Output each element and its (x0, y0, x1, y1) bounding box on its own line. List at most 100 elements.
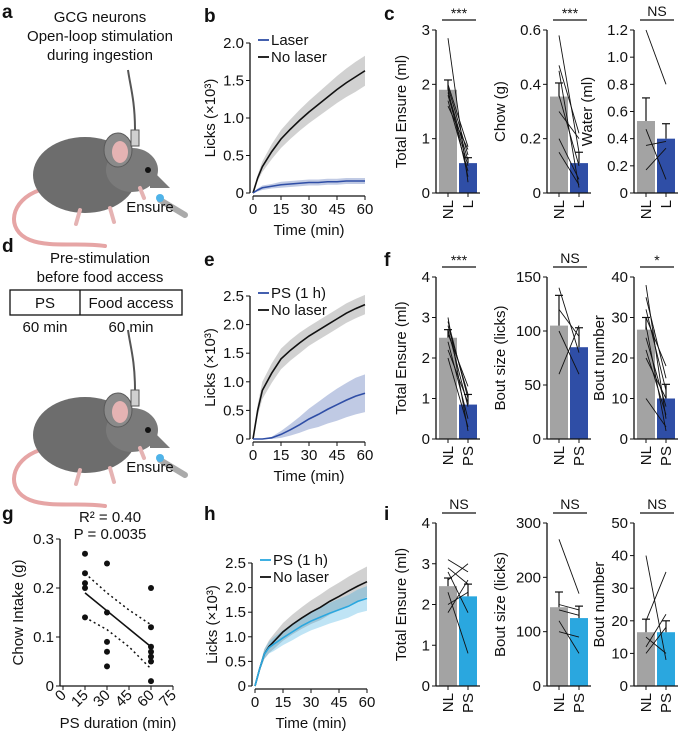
data-point (104, 663, 110, 670)
x-category-label: NL (551, 200, 568, 219)
timeline-box (9, 289, 183, 316)
y-tick-label: 0.2 (520, 131, 541, 148)
x-tick-label: 60 (357, 201, 374, 218)
paired-line (447, 357, 469, 427)
bar-nl (550, 325, 568, 439)
y-tick-label: 10 (611, 645, 628, 662)
x-axis-label: PS duration (min) (60, 715, 177, 732)
bar-l (459, 163, 477, 193)
paired-line (447, 325, 469, 395)
x-category-label: NL (638, 693, 655, 712)
y-axis-label: Licks (×10³) (204, 585, 221, 664)
data-point (82, 585, 88, 591)
optic-cable (127, 329, 136, 391)
significance-label: NS (449, 496, 468, 512)
x-category-label: L (658, 200, 675, 208)
y-tick-label: 0.6 (520, 22, 541, 39)
timeline-ps-duration: 60 min (22, 319, 67, 336)
data-point (148, 648, 154, 655)
y-tick-label: 0 (422, 185, 430, 202)
paired-line (645, 357, 667, 399)
paired-line (558, 609, 580, 616)
x-tick-label: 0 (251, 694, 259, 711)
x-tick-label: 15 (273, 447, 290, 464)
y-tick-label: 1.0 (225, 629, 246, 646)
bar-nl (550, 607, 568, 686)
paired-line (645, 29, 667, 85)
bar-chart-c1: 0 1 2 3 Total Ensure (ml) NL L *** (393, 5, 480, 219)
y-axis-label: Total Ensure (ml) (393, 548, 410, 661)
y-axis-label: Bout size (licks) (492, 305, 509, 410)
bar-l (657, 138, 675, 193)
x-tick-label: 0 (249, 201, 257, 218)
y-tick-label: 50 (611, 515, 628, 532)
bar-chart-f1: 0 1 2 3 4 Total Ensure (ml) NL PS *** (393, 252, 480, 466)
paired-line (558, 111, 580, 139)
legend-label: No laser (271, 49, 327, 66)
y-tick-label: 1.5 (223, 73, 244, 90)
x-category-label: L (571, 200, 588, 208)
y-tick-label: 1.0 (223, 110, 244, 127)
y-tick-label: 0.6 (607, 104, 628, 121)
data-point (104, 560, 110, 567)
x-tick-label: 45 (329, 447, 346, 464)
y-tick-label: 2.0 (225, 580, 246, 597)
x-category-label: NL (551, 446, 568, 465)
mouse-snout (150, 168, 170, 188)
confidence-band-ci-lower (84, 616, 152, 670)
paired-line (645, 614, 667, 648)
mouse-paws (74, 186, 146, 226)
x-category-label: NL (440, 446, 457, 465)
significance-label: *** (562, 5, 579, 21)
error-band-0 (255, 586, 367, 686)
paired-line (558, 620, 580, 654)
y-tick-label: 0.4 (520, 76, 541, 93)
panel-letter-b: b (204, 6, 216, 27)
mouse-tail (12, 188, 107, 248)
significance-label: * (654, 252, 660, 268)
y-tick-label: 0.1 (33, 629, 54, 646)
x-axis-label: Time (min) (275, 715, 346, 732)
paired-line (447, 579, 469, 613)
error-band-1 (253, 55, 365, 193)
bar-nl (439, 337, 457, 439)
y-tick-label: 40 (611, 548, 628, 565)
x-axis-label: Time (min) (273, 468, 344, 485)
bar-ps (459, 596, 477, 686)
x-category-label: NL (638, 446, 655, 465)
y-tick-label: 4 (422, 269, 430, 286)
y-tick-label: 20 (611, 350, 628, 367)
x-category-label: PS (460, 446, 477, 466)
mouse-snout (150, 428, 170, 448)
x-category-label: NL (440, 693, 457, 712)
panel-a-title-line: GCG neurons (54, 9, 147, 26)
y-tick-label: 3 (422, 22, 430, 39)
x-tick-label: 0 (249, 447, 257, 464)
legend-label: Laser (271, 32, 309, 49)
y-tick-label: 0 (236, 185, 244, 202)
mouse-eye (145, 427, 151, 433)
y-tick-label: 0.5 (223, 402, 244, 419)
panel-letter-i: i (384, 504, 389, 525)
timeline-food-duration: 60 min (108, 319, 153, 336)
x-tick-label: 15 (68, 687, 92, 711)
panel-d-title-line: before food access (37, 269, 164, 286)
y-tick-label: 0 (533, 431, 541, 448)
paired-line (558, 604, 580, 611)
ensure-droplet (156, 194, 164, 202)
y-tick-label: 1 (422, 391, 430, 408)
paired-line (447, 341, 469, 419)
x-category-label: PS (658, 446, 675, 466)
bar-ps (570, 347, 588, 439)
data-point (148, 678, 154, 685)
x-category-label: PS (571, 446, 588, 466)
paired-line (645, 349, 667, 415)
y-tick-label: 3 (422, 556, 430, 573)
paired-line (447, 89, 469, 177)
data-point (148, 658, 154, 665)
paired-line (447, 563, 469, 581)
y-tick-label: 40 (611, 269, 628, 286)
paired-line (558, 138, 580, 180)
panel-a-title-line: during ingestion (47, 47, 153, 64)
x-tick-label: 75 (156, 687, 180, 711)
